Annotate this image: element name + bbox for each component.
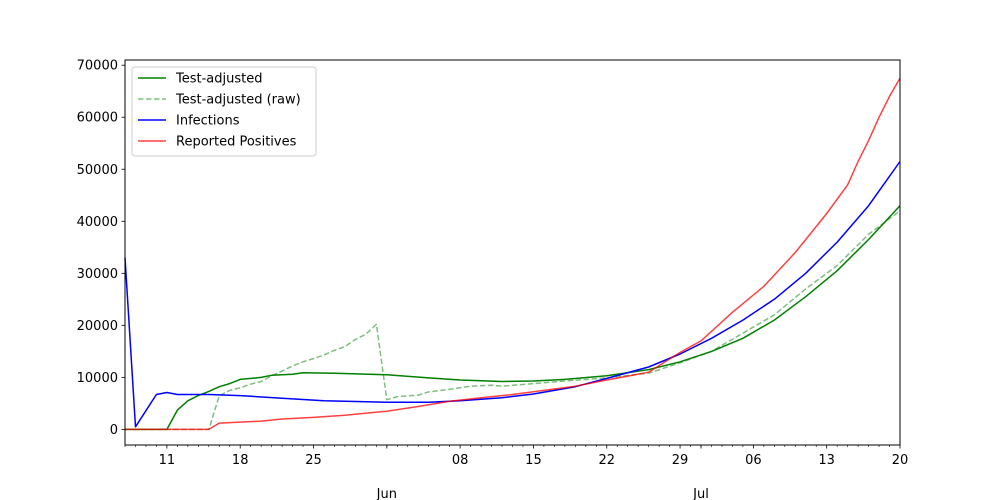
x-tick-label: 25 bbox=[305, 453, 322, 468]
x-tick-label: 11 bbox=[159, 453, 176, 468]
y-tick-label: 30000 bbox=[77, 267, 118, 282]
legend-label-1: Test-adjusted (raw) bbox=[175, 93, 301, 108]
x-tick-label: 06 bbox=[745, 453, 762, 468]
x-axis: 11 18 25 08 15 22 29 06 13 20 Jun Jul bbox=[124, 445, 909, 500]
y-tick-label: 40000 bbox=[77, 215, 118, 230]
x-tick-label: 18 bbox=[232, 453, 249, 468]
x-tick-label: 20 bbox=[892, 453, 909, 468]
series-line-2 bbox=[124, 161, 901, 428]
series-line-3 bbox=[125, 77, 901, 431]
legend-label-0: Test-adjusted bbox=[175, 72, 262, 87]
legend-box bbox=[131, 66, 317, 157]
month-label: Jul bbox=[692, 487, 709, 500]
y-tick-label: 60000 bbox=[77, 111, 118, 126]
y-tick-label: 10000 bbox=[77, 371, 118, 386]
legend: Test-adjusted Test-adjusted (raw) Infectio… bbox=[131, 66, 317, 157]
y-tick-label: 70000 bbox=[77, 59, 118, 74]
y-tick-label: 20000 bbox=[77, 319, 118, 334]
x-tick-label: 15 bbox=[525, 453, 542, 468]
x-tick-label: 08 bbox=[452, 453, 469, 468]
y-tick-label: 0 bbox=[110, 423, 118, 438]
y-tick-label: 50000 bbox=[77, 163, 118, 178]
x-tick-label: 29 bbox=[672, 453, 689, 468]
legend-label-2: Infections bbox=[176, 114, 240, 129]
series-line-0 bbox=[125, 205, 901, 431]
y-axis: 0 10000 20000 30000 40000 50000 60000 70000 bbox=[77, 59, 125, 438]
x-tick-label: 22 bbox=[598, 453, 615, 468]
series-line-1 bbox=[125, 210, 901, 431]
x-tick-label: 13 bbox=[818, 453, 835, 468]
legend-label-3: Reported Positives bbox=[176, 135, 297, 150]
month-label: Jun bbox=[376, 487, 397, 500]
plot-lines bbox=[124, 77, 901, 431]
